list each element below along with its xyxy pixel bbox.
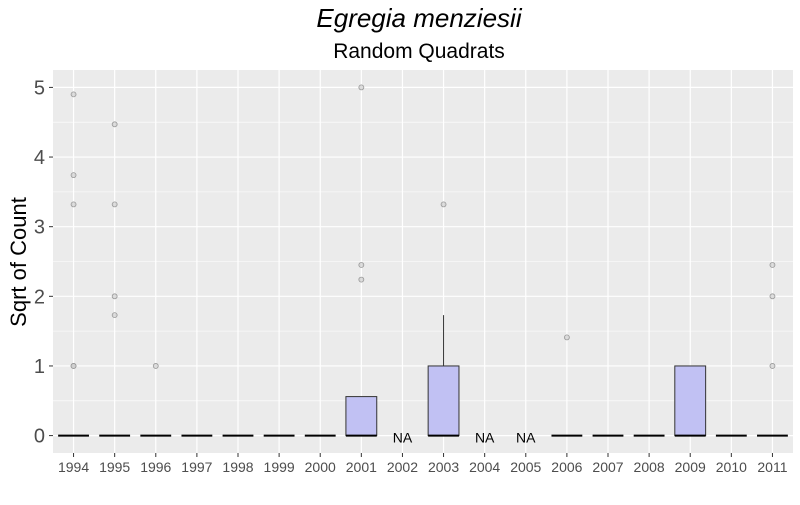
box [674, 365, 707, 437]
y-tick-label: 3 [34, 217, 45, 239]
x-tick-label: 2009 [675, 459, 706, 475]
x-tick-label: 2002 [387, 459, 418, 475]
outlier-point [769, 293, 776, 300]
x-tick-label: 1998 [222, 459, 253, 475]
x-tick-label: 2005 [510, 459, 541, 475]
y-axis-label: Sqrt of Count [6, 197, 31, 327]
x-tick-label: 2004 [469, 459, 500, 475]
marks-layer: NA NA NA [58, 84, 788, 446]
na-label: NA [393, 430, 413, 446]
outlier-point [440, 201, 447, 208]
outlier-point [70, 91, 77, 98]
x-tick-label: 2007 [592, 459, 623, 475]
outlier-point [769, 363, 776, 369]
na-label: NA [516, 430, 536, 446]
x-tick-label: 2000 [305, 459, 336, 475]
x-tick-label: 2006 [551, 459, 582, 475]
x-tick-label: 1999 [264, 459, 295, 475]
na-label: NA [475, 430, 495, 446]
x-tick-label: 1994 [58, 459, 89, 475]
outlier-point [358, 276, 365, 283]
outlier-point [70, 363, 77, 369]
x-tick-label: 2010 [716, 459, 747, 475]
axis-layer: 0 1 2 3 4 5 1994 1995 1996 1997 1998 1999 2000 2001 20… [34, 77, 788, 475]
chart-title: Egregia menziesii [316, 3, 522, 33]
outlier-point [358, 84, 365, 91]
outlier-point [70, 172, 77, 179]
outlier-point [70, 201, 77, 208]
outlier-point [152, 363, 159, 369]
x-tick-label: 2001 [346, 459, 377, 475]
grid-layer [53, 70, 793, 453]
x-tick-label: 1997 [181, 459, 212, 475]
x-tick-label: 1995 [99, 459, 130, 475]
x-tick-label: 1996 [140, 459, 171, 475]
box [427, 365, 460, 437]
outlier-point [111, 201, 118, 208]
y-tick-label: 4 [34, 147, 45, 169]
outlier-point [111, 312, 118, 319]
y-tick-label: 5 [34, 77, 45, 99]
outlier-point [769, 262, 776, 268]
box [345, 396, 378, 437]
x-tick-label: 2003 [428, 459, 459, 475]
outlier-point [358, 262, 365, 268]
outlier-point [111, 293, 118, 300]
outlier-point [111, 121, 118, 128]
y-tick-label: 1 [34, 356, 45, 378]
x-tick-label: 2008 [634, 459, 665, 475]
outlier-point [563, 334, 570, 341]
y-tick-label: 2 [34, 286, 45, 308]
y-tick-label: 0 [34, 426, 45, 448]
x-tick-label: 2011 [757, 459, 787, 475]
chart-subtitle: Random Quadrats [333, 40, 505, 63]
